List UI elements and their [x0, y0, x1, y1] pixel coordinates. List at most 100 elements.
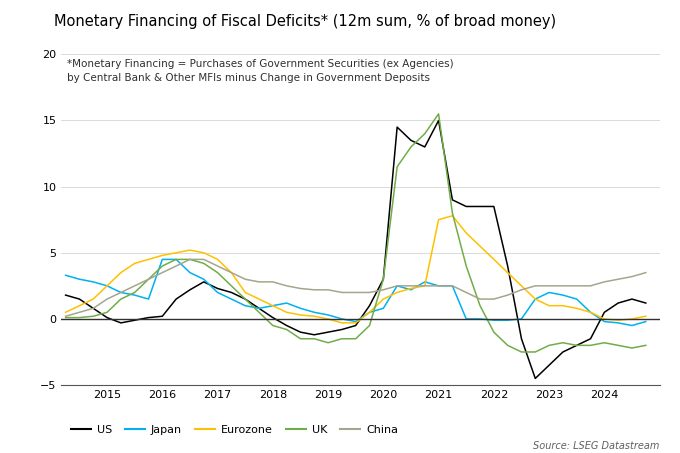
Eurozone — [600, 316, 609, 322]
UK — [600, 340, 609, 346]
China — [504, 292, 512, 298]
China — [172, 263, 180, 269]
China — [600, 279, 609, 284]
UK — [352, 336, 360, 342]
UK — [421, 131, 429, 136]
Eurozone — [476, 243, 484, 249]
Japan — [172, 257, 180, 262]
China — [338, 290, 346, 295]
US — [172, 296, 180, 302]
US — [241, 296, 250, 302]
Japan — [573, 296, 581, 302]
China — [407, 283, 415, 289]
UK — [144, 276, 152, 282]
UK — [393, 164, 401, 169]
Japan — [214, 290, 222, 295]
China — [214, 263, 222, 269]
Eurozone — [269, 303, 277, 308]
Japan — [296, 306, 305, 311]
Japan — [448, 283, 456, 289]
China — [393, 283, 401, 289]
UK — [131, 290, 139, 295]
Eurozone — [379, 296, 388, 302]
China — [559, 283, 567, 289]
Japan — [559, 292, 567, 298]
US — [559, 349, 567, 355]
China — [75, 309, 84, 315]
US — [352, 323, 360, 328]
UK — [241, 296, 250, 302]
US — [586, 336, 594, 342]
Eurozone — [62, 309, 70, 315]
UK — [324, 340, 332, 346]
Eurozone — [283, 309, 291, 315]
Japan — [600, 319, 609, 324]
UK — [573, 342, 581, 348]
China — [144, 276, 152, 282]
Japan — [200, 276, 208, 282]
UK — [89, 313, 97, 319]
US — [379, 276, 388, 282]
Eurozone — [117, 270, 125, 275]
US — [435, 118, 443, 123]
UK — [75, 315, 84, 320]
US — [75, 296, 84, 302]
Eurozone — [89, 296, 97, 302]
Japan — [642, 319, 650, 324]
Japan — [462, 316, 471, 322]
Japan — [324, 312, 332, 318]
Japan — [62, 273, 70, 278]
Eurozone — [241, 290, 250, 295]
US — [283, 323, 291, 328]
Japan — [338, 316, 346, 322]
Eurozone — [573, 306, 581, 311]
China — [628, 274, 636, 280]
Japan — [476, 316, 484, 322]
Eurozone — [490, 257, 498, 262]
China — [117, 290, 125, 295]
US — [62, 292, 70, 298]
Eurozone — [144, 257, 152, 262]
Japan — [89, 279, 97, 284]
Eurozone — [421, 283, 429, 289]
UK — [559, 340, 567, 346]
Japan — [144, 296, 152, 302]
Eurozone — [352, 320, 360, 326]
Eurozone — [448, 213, 456, 218]
Eurozone — [435, 217, 443, 222]
Japan — [365, 309, 373, 315]
China — [642, 270, 650, 275]
UK — [62, 315, 70, 320]
US — [324, 329, 332, 335]
Text: Source: LSEG Datastream: Source: LSEG Datastream — [533, 441, 660, 451]
China — [255, 279, 263, 284]
Eurozone — [200, 250, 208, 255]
UK — [283, 327, 291, 332]
China — [103, 296, 111, 302]
Eurozone — [310, 313, 318, 319]
Legend: US, Japan, Eurozone, UK, China: US, Japan, Eurozone, UK, China — [67, 420, 403, 439]
China — [296, 286, 305, 291]
Eurozone — [407, 286, 415, 291]
Japan — [531, 296, 539, 302]
Japan — [131, 292, 139, 298]
UK — [338, 336, 346, 342]
US — [517, 336, 526, 342]
US — [144, 315, 152, 320]
UK — [103, 309, 111, 315]
Eurozone — [517, 283, 526, 289]
Japan — [421, 279, 429, 284]
UK — [310, 336, 318, 342]
Eurozone — [559, 303, 567, 308]
UK — [296, 336, 305, 342]
Eurozone — [103, 283, 111, 289]
Text: *Monetary Financing = Purchases of Government Securities (ex Agencies)
by Centra: *Monetary Financing = Purchases of Gover… — [67, 59, 454, 82]
China — [241, 276, 250, 282]
UK — [200, 260, 208, 266]
UK — [545, 342, 553, 348]
US — [504, 263, 512, 269]
China — [158, 270, 167, 275]
UK — [628, 345, 636, 351]
UK — [407, 144, 415, 149]
UK — [642, 342, 650, 348]
